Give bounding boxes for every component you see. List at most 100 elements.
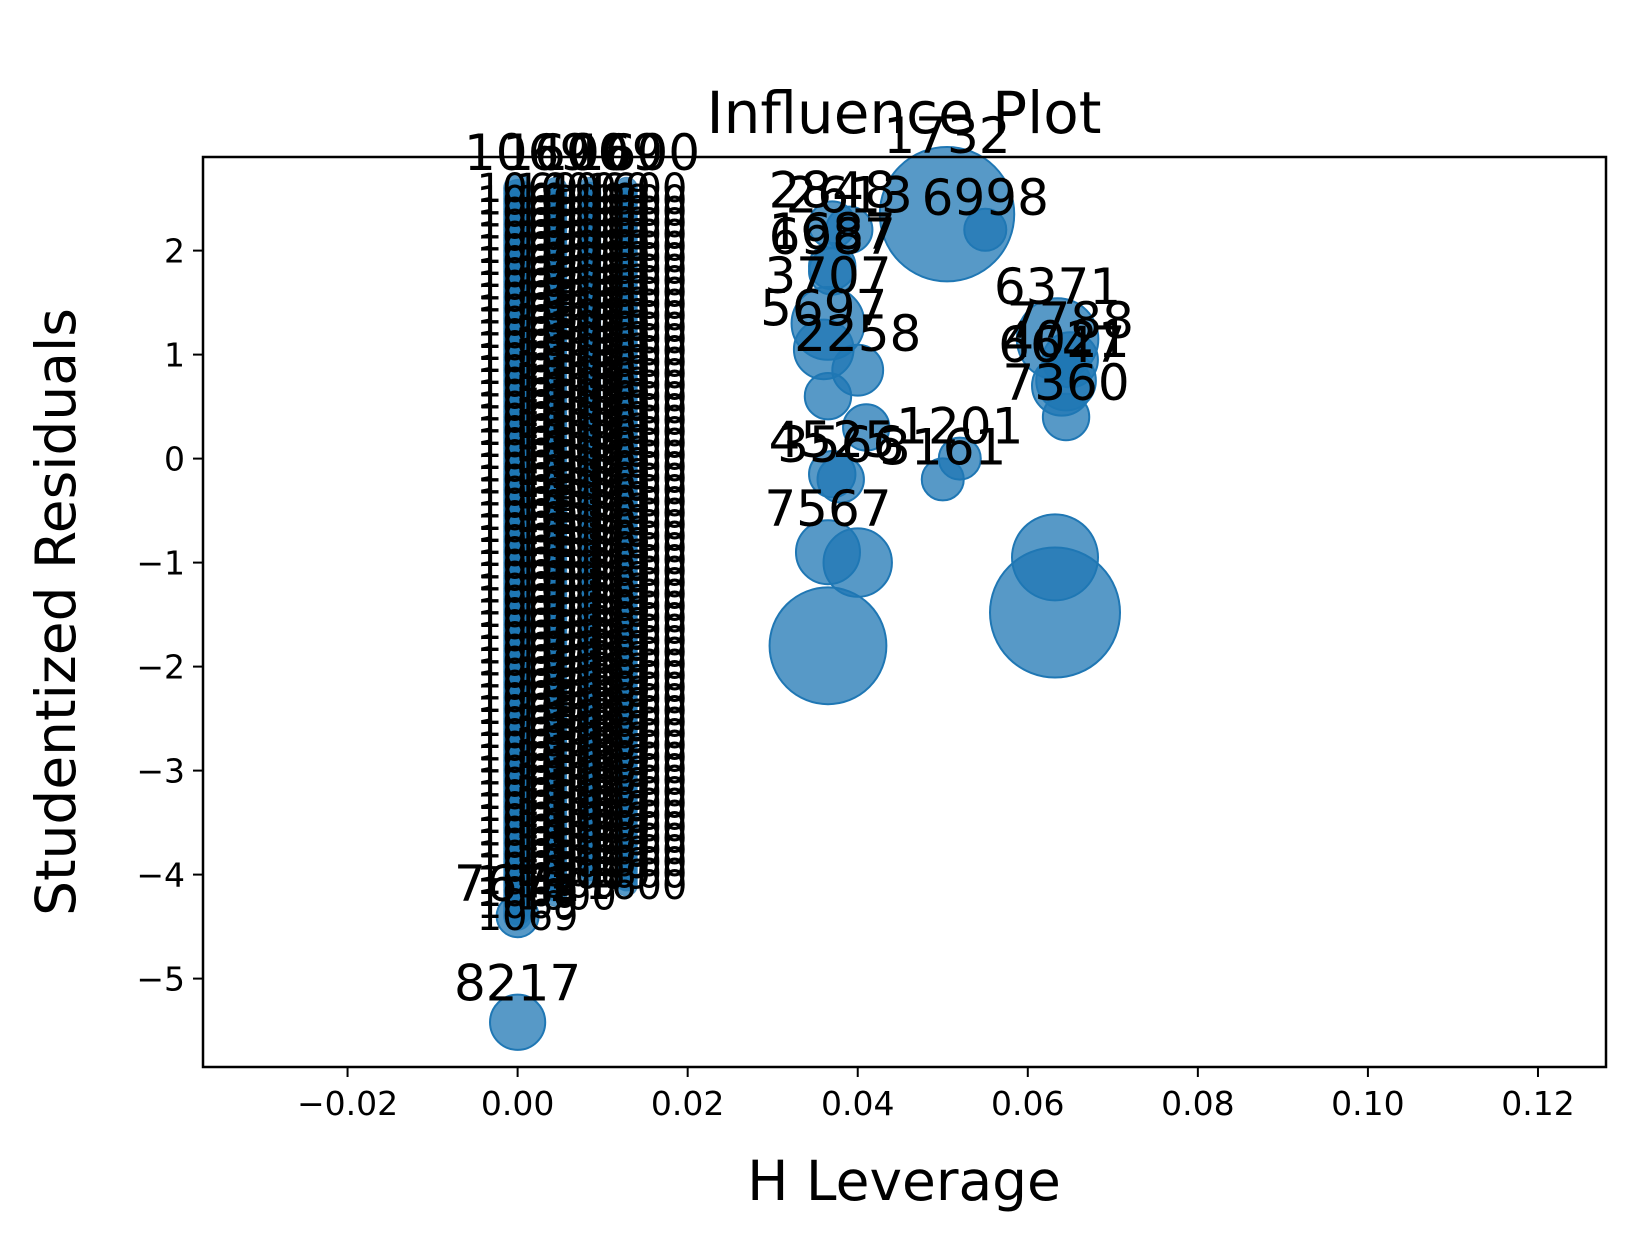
point-label: 1687 [769, 203, 896, 261]
band-point-label: 1069 [477, 166, 579, 212]
point-label: 2613 [786, 167, 913, 225]
band-point-label: 1600 [515, 850, 617, 896]
point-labels-layer: 1069106910691069106910691069106910691069… [454, 107, 1134, 1013]
x-tick-label: 0.04 [821, 1084, 894, 1123]
band-point-label: 1069 [549, 807, 651, 853]
band-point-label: 1600 [515, 237, 617, 283]
band-point-label: 1600 [586, 758, 688, 804]
band-point-label: 1600 [515, 543, 617, 589]
band-point-label: 1069 [549, 818, 651, 864]
band-point-label: 1600 [515, 414, 617, 460]
band-point-label: 1600 [515, 732, 617, 778]
influence-point [768, 586, 888, 706]
band-point-label: 1069 [549, 372, 651, 418]
y-tick-label: −2 [136, 648, 185, 687]
band-point-label: 1600 [515, 673, 617, 719]
band-point-label: 1069 [477, 300, 579, 346]
band-point-label: 1600 [586, 375, 688, 421]
band-point-label: 1600 [515, 202, 617, 248]
band-point-label: 1600 [586, 352, 688, 398]
band-point-label: 1600 [515, 767, 617, 813]
point-label: 3566 [777, 416, 904, 474]
band-point-label: 1600 [586, 201, 688, 247]
band-point-label: 1600 [586, 654, 688, 700]
band-point-label: 1600 [515, 225, 617, 271]
band-point-label: 1600 [515, 296, 617, 342]
band-point-label: 1600 [515, 355, 617, 401]
band-point-label: 1600 [515, 284, 617, 330]
band-point-label: 1069 [549, 395, 651, 441]
x-tick-label: 0.10 [1331, 1084, 1404, 1123]
band-point-label: 1069 [549, 841, 651, 887]
band-point-label: 1600 [586, 677, 688, 723]
plot-frame [201, 155, 1608, 1069]
influence-point [842, 403, 891, 452]
band-point-label: 1069 [549, 692, 651, 738]
band-point-label: 1600 [586, 735, 688, 781]
band-point-label: 1600 [515, 579, 617, 625]
band-point-label: 1600 [586, 317, 688, 363]
band-point-label: 1600 [586, 700, 688, 746]
band-point-label: 1600 [515, 838, 617, 884]
band-point-label: 1600 [515, 602, 617, 648]
band-point-label: 1069 [477, 409, 579, 455]
band-point-label: 1069 [477, 190, 579, 236]
band-point-label: 1600 [586, 247, 688, 293]
band-point-label: 1069 [549, 601, 651, 647]
band-point-label: 1069 [549, 246, 651, 292]
band-point-label: 1069 [477, 627, 579, 673]
band-point-label: 1600 [586, 236, 688, 282]
band-point-label: 1600 [586, 608, 688, 654]
band-top-label: 1600 [502, 124, 629, 182]
point-label: 4021 [1002, 311, 1129, 369]
band-point-label: 1069 [549, 292, 651, 338]
band-point-label: 1069 [477, 773, 579, 819]
band-point-label: 1069 [549, 326, 651, 372]
band-point-label: 1600 [586, 631, 688, 677]
band-point-label: 1600 [586, 724, 688, 770]
band-point-label: 1069 [549, 281, 651, 327]
band-point-label: 1600 [586, 793, 688, 839]
band-point-label: 1600 [586, 666, 688, 712]
band-point-label: 1600 [586, 538, 688, 584]
band-point [614, 873, 638, 897]
band-point-label: 1069 [549, 509, 651, 555]
band-point-label: 1600 [586, 642, 688, 688]
point-label: 6998 [922, 169, 1049, 227]
band-point-label: 1600 [515, 213, 617, 259]
band-point-label: 1600 [515, 331, 617, 377]
band-point-label: 1600 [515, 272, 617, 318]
band-point-label: 1600 [515, 685, 617, 731]
band-point-label: 1069 [477, 324, 579, 370]
band-point-label: 1600 [586, 433, 688, 479]
band-point-label: 1600 [515, 367, 617, 413]
band-point-label: 1069 [477, 639, 579, 685]
band-point-label: 1600 [586, 851, 688, 897]
x-tick-label: 0.12 [1501, 1084, 1574, 1123]
band-point-label: 1600 [515, 308, 617, 354]
band-top-label: 1069 [464, 124, 591, 182]
y-tick-label: −3 [136, 752, 185, 791]
point-label: 2258 [794, 305, 921, 363]
y-tick-label: −5 [136, 960, 185, 999]
band-point-label: 1600 [586, 596, 688, 642]
band-top-label: 1069 [536, 124, 663, 182]
band-point-label: 1069 [477, 288, 579, 334]
influence-point [920, 457, 965, 502]
band-point-label: 1069 [549, 429, 651, 475]
band-point-label: 1600 [515, 720, 617, 766]
band-point-label: 1069 [549, 624, 651, 670]
band-point-label: 1069 [477, 591, 579, 637]
point-label: 6987 [769, 208, 896, 266]
band-point-label: 1600 [586, 306, 688, 352]
band-point-label: 1069 [477, 579, 579, 625]
band-point-label: 1069 [477, 251, 579, 297]
band-point-label: 1600 [586, 224, 688, 270]
band-point-label: 1069 [477, 712, 579, 758]
band-point-label: 1600 [586, 259, 688, 305]
band-point-label: 1600 [586, 178, 688, 224]
influence-point [495, 894, 540, 939]
band-point [544, 883, 568, 907]
band-point-label: 1069 [549, 589, 651, 635]
band-point-label: 1600 [586, 410, 688, 456]
